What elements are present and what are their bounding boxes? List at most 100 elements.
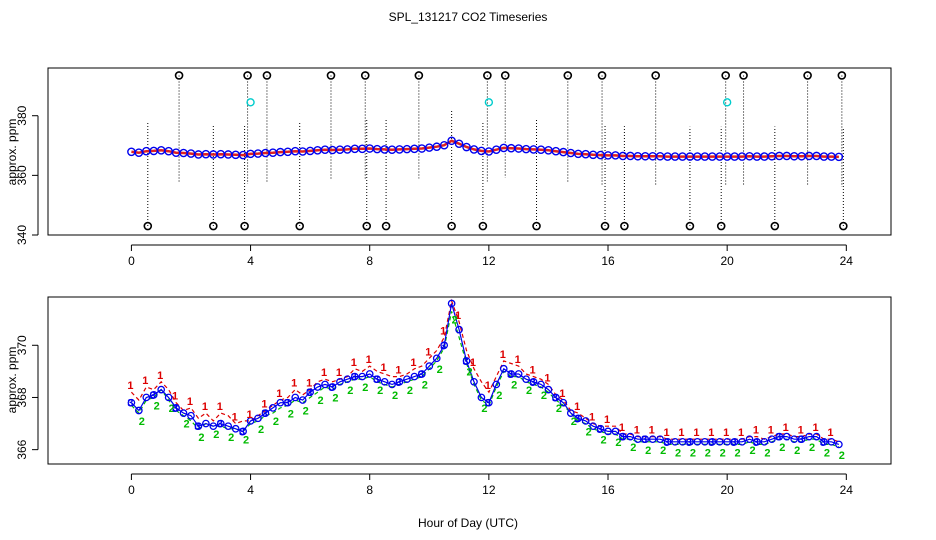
series-3-point bbox=[269, 404, 277, 412]
series-3-point bbox=[194, 422, 203, 431]
series-3-point bbox=[529, 377, 538, 386]
series-3-point bbox=[254, 414, 262, 423]
high-outlier-point bbox=[597, 71, 607, 80]
series-1-symbol: 1 bbox=[574, 401, 580, 413]
series-3-symbol: 3 bbox=[708, 437, 714, 449]
bottom-y-tick-label: 366 bbox=[15, 439, 29, 459]
series-3-symbol: 3 bbox=[395, 377, 401, 389]
series-1-symbol: 1 bbox=[485, 380, 491, 392]
series-2-symbol: 2 bbox=[824, 447, 830, 459]
series-3-point bbox=[172, 404, 180, 412]
series-2-symbol: 2 bbox=[601, 434, 607, 446]
series-1-symbol: 1 bbox=[336, 367, 342, 379]
series-3-symbol: 3 bbox=[194, 421, 200, 433]
series-3-point bbox=[715, 437, 724, 446]
low-outlier-point bbox=[770, 221, 780, 231]
top-y-tick-label: 340 bbox=[15, 225, 29, 245]
series-1-symbol: 1 bbox=[768, 425, 774, 437]
series-3-point bbox=[127, 398, 136, 407]
series-1-symbol: 1 bbox=[321, 367, 327, 379]
top-data-point bbox=[462, 142, 471, 152]
series-3-point bbox=[626, 432, 635, 441]
series-3-point bbox=[790, 435, 799, 444]
series-3-symbol: 3 bbox=[619, 432, 625, 444]
series-1-symbol: 1 bbox=[217, 401, 223, 413]
series-3-symbol: 3 bbox=[217, 419, 223, 431]
series-3-point bbox=[246, 417, 255, 425]
series-1-symbol: 1 bbox=[157, 370, 163, 382]
series-2-symbol: 2 bbox=[273, 416, 279, 428]
low-outlier-point bbox=[685, 221, 695, 231]
series-1-symbol: 1 bbox=[187, 396, 193, 408]
high-outlier-point bbox=[563, 71, 573, 80]
series-3-point bbox=[820, 437, 828, 446]
series-1-symbol: 1 bbox=[440, 325, 446, 337]
series-3-point bbox=[224, 422, 233, 431]
high-outlier-point bbox=[651, 71, 660, 80]
series-3-point bbox=[805, 432, 813, 441]
series-2-symbol: 2 bbox=[169, 403, 175, 415]
series-3-point bbox=[410, 372, 419, 381]
series-2-symbol: 2 bbox=[511, 380, 517, 392]
series-2-symbol: 2 bbox=[660, 445, 666, 457]
series-1-symbol: 1 bbox=[649, 425, 655, 437]
series-3-point bbox=[432, 354, 441, 363]
low-outlier-point bbox=[600, 221, 610, 231]
top-outlier-stems bbox=[147, 75, 844, 227]
series-2-symbol: 2 bbox=[690, 447, 696, 459]
series-3-point bbox=[671, 437, 679, 446]
series-3-point bbox=[537, 380, 545, 389]
series-3-point bbox=[596, 424, 605, 433]
series-1-symbol: 1 bbox=[232, 412, 238, 424]
series-1-symbol: 1 bbox=[500, 349, 506, 361]
series-2-symbol: 2 bbox=[332, 393, 338, 405]
series-2-symbol: 2 bbox=[556, 403, 562, 415]
series-1-symbol: 1 bbox=[410, 357, 416, 369]
flagged-point bbox=[722, 98, 732, 107]
top-data-point bbox=[439, 140, 449, 150]
series-2-symbol: 2 bbox=[377, 385, 383, 397]
series-1-symbol: 1 bbox=[291, 378, 297, 390]
figure-title: SPL_131217 CO2 Timeseries bbox=[389, 10, 548, 24]
series-1-symbol: 1 bbox=[664, 427, 670, 439]
series-1-symbol: 1 bbox=[261, 399, 267, 411]
series-3-point bbox=[708, 437, 717, 446]
series-2-symbol: 2 bbox=[228, 432, 234, 444]
series-3-point bbox=[574, 414, 583, 423]
series-3-symbol: 3 bbox=[172, 403, 178, 415]
series-3-point bbox=[641, 435, 650, 444]
series-3-point bbox=[187, 411, 195, 420]
series-2-symbol: 2 bbox=[615, 437, 621, 449]
high-outlier-point bbox=[414, 71, 424, 80]
high-outlier-point bbox=[326, 71, 336, 80]
series-3-point bbox=[291, 393, 300, 402]
low-outlier-point bbox=[532, 221, 541, 231]
series-3-symbol: 3 bbox=[462, 356, 468, 368]
series-3-point bbox=[514, 370, 523, 378]
series-3-point bbox=[656, 435, 664, 444]
series-2-symbol: 2 bbox=[809, 442, 815, 454]
top-y-tick-label: 360 bbox=[15, 165, 29, 185]
low-outlier-point bbox=[447, 221, 456, 231]
series-3-point bbox=[358, 372, 367, 381]
series-3-point bbox=[663, 437, 672, 446]
series-3-point bbox=[142, 393, 151, 402]
series-3-point bbox=[767, 435, 776, 444]
series-3-point bbox=[350, 372, 359, 381]
series-3-point bbox=[589, 422, 597, 431]
series-3-symbol: 3 bbox=[507, 369, 513, 381]
series-1-symbol: 1 bbox=[142, 375, 148, 387]
series-1-symbol: 1 bbox=[425, 346, 431, 358]
series-3-point bbox=[723, 437, 732, 446]
low-outlier-point bbox=[240, 221, 249, 231]
series-2-symbol: 2 bbox=[362, 382, 368, 394]
series-3-symbol: 3 bbox=[529, 377, 535, 389]
series-3-point bbox=[566, 409, 575, 417]
series-2-symbol: 2 bbox=[705, 447, 711, 459]
series-3-point bbox=[373, 375, 382, 384]
series-2-symbol: 2 bbox=[422, 380, 428, 392]
series-3-point bbox=[313, 383, 322, 391]
series-3-symbol: 3 bbox=[775, 432, 781, 444]
bottom-x-tick-label: 8 bbox=[366, 483, 373, 497]
low-outlier-point bbox=[620, 221, 629, 231]
